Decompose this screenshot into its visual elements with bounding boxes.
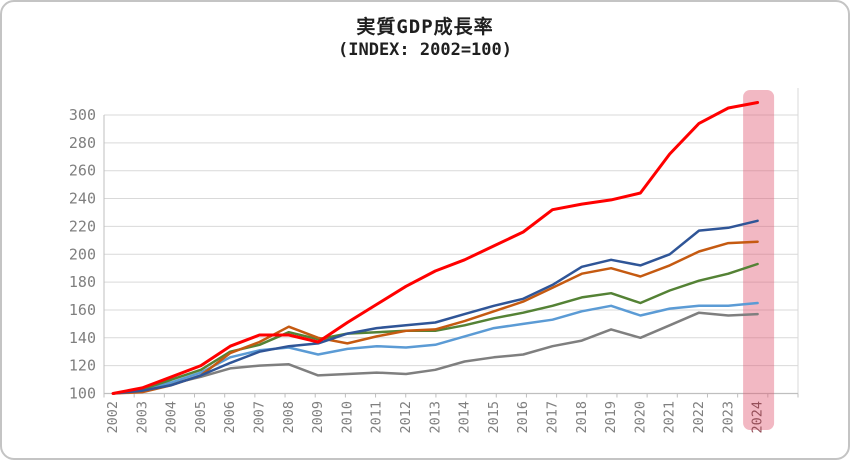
axes [103,115,799,398]
svg-text:180: 180 [69,273,96,291]
orange-line [111,240,759,395]
svg-text:160: 160 [69,301,96,319]
svg-text:2014: 2014 [457,401,473,434]
red-line [111,101,760,395]
svg-text:240: 240 [69,190,96,208]
chart-header: 実質GDP成長率 (INDEX: 2002=100) [2,16,848,61]
svg-text:2024: 2024 [750,401,766,434]
svg-text:220: 220 [69,217,96,235]
svg-text:260: 260 [69,162,96,180]
svg-text:2017: 2017 [545,401,561,434]
svg-text:2002: 2002 [105,401,121,434]
svg-text:2009: 2009 [310,401,326,434]
svg-text:2018: 2018 [574,401,590,434]
svg-text:140: 140 [69,329,96,347]
svg-text:2004: 2004 [164,401,180,434]
gray-line [111,311,759,395]
svg-text:2013: 2013 [427,401,443,434]
chart-subtitle: (INDEX: 2002=100) [338,39,512,60]
series-lines [111,101,760,395]
svg-text:2010: 2010 [339,401,355,434]
svg-text:2016: 2016 [515,401,531,434]
y-axis-labels: 100 120 140 160 180 200 220 240 260 280 300 [69,106,96,403]
svg-text:120: 120 [69,357,96,375]
svg-text:2023: 2023 [720,401,736,434]
svg-text:2005: 2005 [193,401,209,434]
svg-text:200: 200 [69,245,96,263]
x-axis-labels: 2002 2003 2004 2005 2006 2007 2008 2009 2010 2011… [105,401,766,434]
svg-text:300: 300 [69,106,96,124]
svg-text:2015: 2015 [486,401,502,434]
green-line [111,262,759,395]
chart-title: 実質GDP成長率 [356,16,494,38]
svg-text:280: 280 [69,134,96,152]
svg-text:2008: 2008 [281,401,297,434]
svg-text:2019: 2019 [603,401,619,434]
svg-text:2021: 2021 [662,401,678,434]
dark-blue-line [111,219,759,395]
svg-text:2007: 2007 [252,401,268,434]
svg-text:2006: 2006 [222,401,238,434]
light-blue-line [111,301,759,395]
svg-text:2012: 2012 [398,401,414,434]
svg-text:2003: 2003 [134,401,150,434]
svg-text:2011: 2011 [369,401,385,434]
highlight-band-2024 [743,90,775,430]
svg-text:2020: 2020 [632,401,648,434]
svg-text:2022: 2022 [691,401,707,434]
svg-text:100: 100 [69,385,96,403]
